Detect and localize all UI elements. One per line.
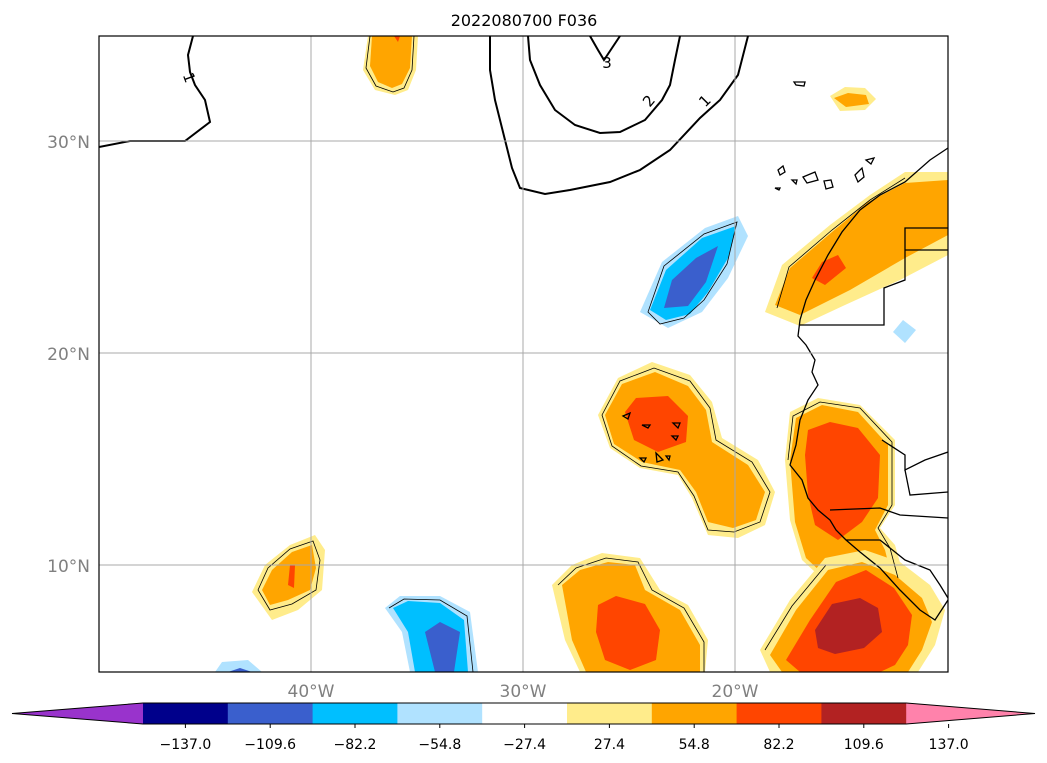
anomaly-blue-sliver <box>215 660 262 672</box>
gridlines <box>99 36 948 672</box>
colorbar-segment <box>651 703 738 724</box>
anomaly-south-east <box>760 550 945 672</box>
contour-label-3: 3 <box>602 54 612 72</box>
colorbar-tick-label: 137.0 <box>929 737 969 753</box>
anomaly-west-small <box>252 535 325 620</box>
colorbar-segment <box>143 703 229 724</box>
lat-label-20n: 20°N <box>47 345 90 365</box>
colorbar-segment <box>567 703 653 724</box>
map-plot-area: 1 3 2 1 <box>99 36 948 672</box>
colorbar-extend-high <box>906 703 1035 724</box>
colorbar-segment <box>482 703 568 724</box>
colorbar-tick-label: 109.6 <box>844 737 884 753</box>
anomaly-south-center <box>552 553 708 672</box>
colorbar-segment <box>227 703 314 724</box>
anomaly-blue-center <box>640 216 748 328</box>
islands <box>621 81 876 464</box>
anomaly-blue-small <box>893 320 916 343</box>
colorbar-tick-label: −54.8 <box>418 737 461 753</box>
colorbar-segment <box>821 703 907 724</box>
map-title: 2022080700 F036 <box>451 11 598 30</box>
field-outlines <box>257 36 906 672</box>
lon-label-20w: 20°W <box>712 682 759 702</box>
map-frame <box>98 35 949 673</box>
lat-label-10n: 10°N <box>47 557 90 577</box>
colorbar: −137.0 −109.6 −82.2 −54.8 −27.4 27.4 54.8 82.2 1… <box>11 702 1036 753</box>
colorbar-segment <box>397 703 483 724</box>
anomaly-top-center <box>363 36 418 95</box>
colorbar-tick-label: 27.4 <box>594 737 625 753</box>
colorbar-segment <box>736 703 822 724</box>
anomaly-blue-south <box>385 596 478 672</box>
colorbar-tick-label: −137.0 <box>159 737 211 753</box>
colorbar-segment <box>312 703 398 724</box>
lat-label-30n: 30°N <box>47 133 90 153</box>
anomaly-blue-sliver-core <box>228 668 252 672</box>
lon-label-30w: 30°W <box>500 682 547 702</box>
anomaly-cape-verde <box>598 362 775 538</box>
lon-label-40w: 40°W <box>288 682 335 702</box>
colorbar-extend-low <box>12 703 143 724</box>
colorbar-tick-label: 54.8 <box>679 737 710 753</box>
colorbar-tick-label: −27.4 <box>503 737 546 753</box>
anomaly-morocco <box>765 172 948 326</box>
colorbar-tick-label: −82.2 <box>334 737 377 753</box>
colorbar-tick-label: 82.2 <box>763 737 794 753</box>
colorbar-tick-label: −109.6 <box>244 737 296 753</box>
coastlines <box>789 147 948 621</box>
anomaly-west-africa <box>785 398 905 595</box>
colorbar-outline <box>11 702 1036 725</box>
anomaly-madeira <box>830 87 876 111</box>
